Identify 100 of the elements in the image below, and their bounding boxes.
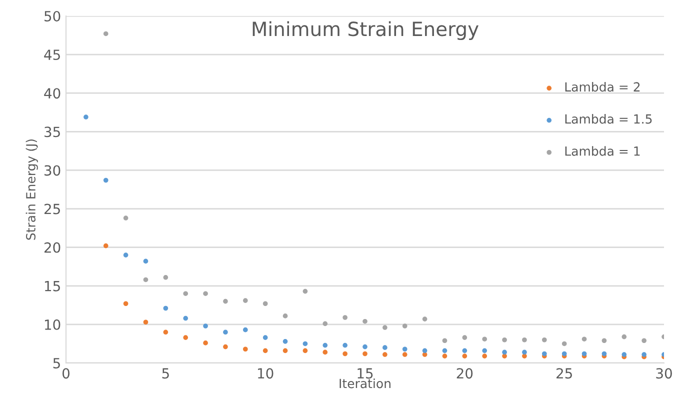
- point: [382, 325, 388, 330]
- point: [482, 348, 488, 354]
- point: [542, 351, 547, 356]
- legend-label: Lambda = 1: [565, 146, 640, 156]
- point: [103, 178, 108, 183]
- point: [522, 337, 527, 342]
- x-tick-label: 20: [456, 368, 473, 379]
- point: [322, 321, 328, 326]
- point: [262, 301, 268, 306]
- point: [542, 337, 547, 342]
- point: [622, 352, 627, 357]
- point: [502, 337, 507, 342]
- point: [143, 258, 148, 264]
- y-tick-label: 5: [53, 358, 60, 368]
- x-tick-label: 25: [556, 368, 572, 379]
- point: [462, 335, 468, 340]
- point: [382, 352, 388, 357]
- point: [183, 335, 188, 340]
- point: [422, 348, 428, 354]
- point: [622, 334, 627, 340]
- y-tick-label: 45: [44, 50, 60, 60]
- point: [362, 318, 368, 324]
- point: [502, 354, 507, 358]
- point: [322, 350, 328, 355]
- point: [123, 216, 128, 220]
- point: [462, 348, 468, 354]
- point: [223, 330, 228, 335]
- x-tick-label: 10: [258, 368, 274, 379]
- point: [402, 324, 408, 328]
- x-tick-label: 30: [656, 368, 672, 379]
- point: [302, 341, 308, 346]
- point: [84, 114, 88, 120]
- point: [203, 291, 208, 296]
- point: [143, 277, 148, 282]
- y-tick-label: 20: [44, 242, 60, 253]
- point: [362, 344, 368, 350]
- point: [242, 327, 248, 332]
- point: [302, 288, 308, 294]
- point: [402, 346, 408, 352]
- chart-title: Minimum Strain Energy: [252, 21, 478, 40]
- x-tick-label: 15: [358, 368, 373, 379]
- point: [223, 298, 228, 304]
- point: [342, 342, 348, 348]
- point: [123, 252, 128, 258]
- point: [183, 316, 188, 321]
- point: [362, 351, 368, 356]
- point: [282, 314, 288, 318]
- point: [163, 275, 168, 280]
- point: [242, 346, 248, 352]
- legend-label: Lambda = 2: [565, 82, 640, 92]
- point: [442, 348, 448, 354]
- point: [442, 354, 448, 358]
- point: [562, 341, 567, 346]
- y-tick-label: 40: [44, 88, 60, 99]
- point: [522, 354, 527, 358]
- point: [442, 338, 448, 344]
- point: [502, 350, 507, 355]
- point: [602, 351, 607, 356]
- x-tick-label: 5: [162, 368, 169, 379]
- point: [203, 340, 208, 346]
- point: [642, 338, 646, 344]
- point: [262, 348, 268, 354]
- y-tick-label: 35: [44, 126, 60, 138]
- point: [103, 243, 108, 248]
- point: [402, 352, 408, 357]
- point: [602, 338, 607, 344]
- point: [342, 315, 348, 320]
- point: [262, 335, 268, 340]
- point: [562, 351, 567, 356]
- legend-label: Lambda = 1.5: [565, 114, 652, 124]
- y-tick-label: 10: [44, 319, 60, 330]
- point: [522, 350, 527, 355]
- point: [462, 354, 468, 358]
- point: [103, 31, 108, 36]
- y-tick-label: 50: [44, 10, 60, 22]
- point: [482, 354, 488, 358]
- x-axis-title: Iteration: [340, 378, 390, 388]
- point: [482, 336, 488, 342]
- point: [203, 324, 208, 328]
- point: [382, 345, 388, 350]
- point: [242, 298, 248, 303]
- y-tick-label: 30: [44, 165, 60, 176]
- point: [422, 316, 428, 322]
- y-axis-title: Strain Energy (J): [26, 139, 38, 240]
- point: [322, 342, 328, 348]
- point: [282, 339, 288, 344]
- point: [143, 320, 148, 325]
- point: [163, 306, 168, 311]
- point: [163, 330, 168, 335]
- point: [582, 336, 587, 342]
- point: [282, 348, 288, 354]
- x-tick-label: 0: [62, 368, 70, 379]
- y-tick-label: 25: [44, 204, 60, 214]
- point: [582, 351, 587, 356]
- y-tick-label: 15: [44, 281, 60, 292]
- point: [342, 351, 348, 356]
- point: [302, 348, 308, 354]
- point: [183, 291, 188, 296]
- point: [223, 344, 228, 350]
- point: [123, 301, 128, 306]
